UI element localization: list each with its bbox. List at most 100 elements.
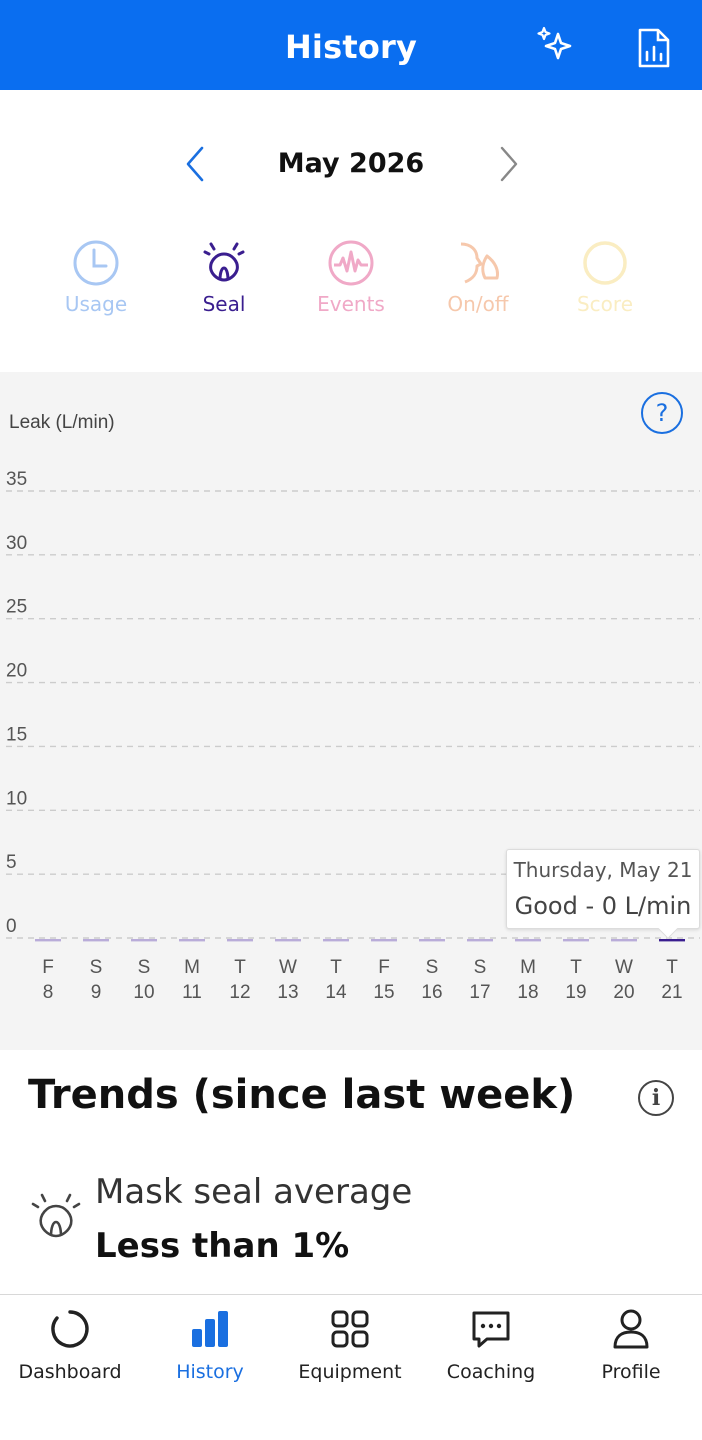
chart-tooltip: Thursday, May 21 Good - 0 L/min (506, 849, 700, 939)
x-tick-day: T (666, 957, 678, 978)
x-tick-date: 15 (373, 982, 394, 1003)
x-tick-day: W (279, 957, 297, 978)
clock-icon (73, 240, 119, 286)
x-tick-day: S (90, 957, 103, 978)
x-tick-date: 9 (91, 982, 102, 1003)
trend-item-value: Less than 1% (95, 1226, 350, 1266)
nav-history-label: History (176, 1361, 244, 1383)
x-tick-date: 21 (661, 982, 682, 1003)
chart-bar (419, 939, 445, 942)
person-icon (613, 1309, 649, 1349)
tab-onoff[interactable]: On/off (423, 238, 533, 328)
x-tick-day: S (426, 957, 439, 978)
tab-onoff-label: On/off (447, 292, 509, 316)
mask-seal-icon (203, 242, 245, 282)
nav-profile-label: Profile (601, 1361, 661, 1383)
x-tick-day: M (520, 957, 536, 978)
tab-seal[interactable]: Seal (169, 238, 279, 328)
x-tick-date: 10 (133, 982, 154, 1003)
x-tick-date: 11 (182, 982, 202, 1003)
info-icon[interactable]: i (638, 1080, 674, 1116)
bottom-nav: Dashboard History Equipment Coaching (0, 1294, 702, 1440)
tooltip-value: Good - 0 L/min (514, 892, 692, 920)
nav-coaching[interactable]: Coaching (421, 1307, 561, 1383)
x-tick-day: T (330, 957, 342, 978)
y-tick-label: 0 (6, 916, 17, 937)
x-tick-date: 20 (613, 982, 634, 1003)
tab-score-label: Score (576, 292, 633, 316)
y-tick-label: 35 (6, 469, 27, 490)
report-icon[interactable] (632, 26, 676, 70)
chart-bar (83, 939, 109, 942)
chart-bar (323, 939, 349, 942)
x-tick-date: 13 (277, 982, 298, 1003)
tab-usage-label: Usage (64, 292, 128, 316)
tab-seal-label: Seal (202, 292, 246, 316)
nav-dashboard-label: Dashboard (18, 1361, 122, 1383)
x-tick-date: 16 (421, 982, 442, 1003)
x-tick-date: 12 (229, 982, 250, 1003)
grid-icon (331, 1310, 369, 1348)
x-tick-date: 8 (43, 982, 54, 1003)
chevron-left-icon[interactable] (182, 144, 212, 184)
x-tick-date: 19 (565, 982, 586, 1003)
y-tick-label: 20 (6, 661, 27, 682)
x-tick-day: M (184, 957, 200, 978)
chart-bar (563, 939, 589, 942)
y-tick-label: 30 (6, 533, 27, 554)
trend-item-label: Mask seal average (95, 1172, 413, 1212)
bar-chart-icon (192, 1311, 228, 1347)
trends-title: Trends (since last week) (28, 1072, 576, 1118)
y-tick-label: 15 (6, 724, 27, 745)
x-tick-day: T (570, 957, 582, 978)
help-icon[interactable]: ? (641, 392, 683, 434)
leak-chart-panel: Leak (L/min) 35 30 25 20 15 10 5 0 F 8 S 9 S 10 M 11 T 12 W… (0, 372, 702, 1050)
x-tick-day: S (474, 957, 487, 978)
y-tick-label: 5 (6, 852, 17, 873)
x-tick-day: F (42, 957, 54, 978)
chart-bar (179, 939, 205, 942)
tab-score[interactable]: Score (550, 238, 660, 328)
chart-bar (467, 939, 493, 942)
chart-bar (35, 939, 61, 942)
y-axis-label: Leak (L/min) (9, 412, 115, 433)
ring-icon (51, 1310, 89, 1348)
nav-dashboard[interactable]: Dashboard (0, 1307, 140, 1383)
app-header: History (0, 0, 702, 90)
chart-bar (371, 939, 397, 942)
month-label: May 2026 (277, 148, 425, 179)
pulse-icon (328, 240, 374, 286)
month-navigator: May 2026 (0, 140, 702, 190)
chat-icon (472, 1311, 510, 1348)
sparkles-icon[interactable] (534, 26, 578, 70)
leak-chart[interactable]: Leak (L/min) 35 30 25 20 15 10 5 0 F 8 S 9 S 10 M 11 T 12 W… (0, 372, 702, 1050)
x-tick-day: W (615, 957, 633, 978)
chart-bar (275, 939, 301, 942)
ring-icon (583, 241, 627, 285)
nav-profile[interactable]: Profile (561, 1307, 701, 1383)
x-tick-date: 18 (517, 982, 538, 1003)
chart-bar (131, 939, 157, 942)
face-mask-icon (460, 242, 499, 284)
page-title: History (284, 28, 418, 66)
chart-bar (515, 939, 541, 942)
nav-equipment[interactable]: Equipment (280, 1307, 420, 1383)
tab-events[interactable]: Events (296, 238, 406, 328)
x-tick-date: 17 (469, 982, 490, 1003)
tab-usage[interactable]: Usage (41, 238, 151, 328)
nav-history[interactable]: History (140, 1307, 280, 1383)
tab-events-label: Events (317, 292, 385, 316)
x-tick-date: 14 (325, 982, 347, 1003)
nav-coaching-label: Coaching (446, 1361, 536, 1383)
mask-seal-icon (31, 1193, 81, 1238)
y-tick-label: 25 (6, 597, 27, 618)
tooltip-date: Thursday, May 21 (513, 858, 693, 882)
x-tick-day: T (234, 957, 246, 978)
x-tick-day: S (138, 957, 151, 978)
chart-bar (611, 939, 637, 942)
y-tick-label: 10 (6, 788, 27, 809)
nav-equipment-label: Equipment (298, 1361, 402, 1383)
chevron-right-icon[interactable] (492, 144, 522, 184)
chart-bar (227, 939, 253, 942)
chart-bar (659, 939, 685, 942)
